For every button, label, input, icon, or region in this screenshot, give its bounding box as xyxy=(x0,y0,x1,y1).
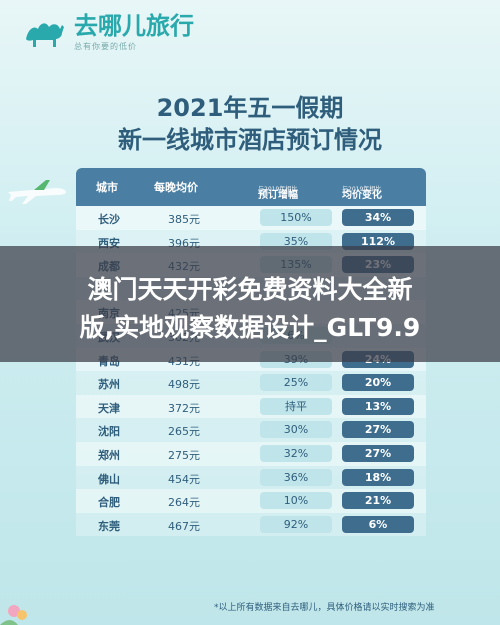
header-pricechange-sub: 与2019年相比 xyxy=(342,186,382,193)
row-price-change: 13% xyxy=(342,397,414,415)
header-price: 每晚均价 xyxy=(154,181,198,194)
row-city: 佛山 xyxy=(98,472,120,486)
row-city: 苏州 xyxy=(98,378,120,392)
row-city: 长沙 xyxy=(98,213,120,226)
brand-name: 去哪儿旅行 xyxy=(74,12,194,40)
table-row: 东莞 467元 92% 6% xyxy=(76,512,426,537)
row-city: 天津 xyxy=(98,401,120,415)
row-booking-growth: 92% xyxy=(260,515,332,533)
row-city: 沈阳 xyxy=(98,425,120,439)
row-price-change: 34% xyxy=(342,209,414,226)
row-price-change: 20% xyxy=(342,374,414,392)
airplane-icon xyxy=(8,180,66,204)
header-pricechange-main: 均价变化 xyxy=(342,190,382,201)
banner-line-1: 澳门天天开彩免费资料大全新 xyxy=(87,275,413,304)
data-footnote: *以上所有数据来自去哪儿，具体价格请以实时搜索为准 xyxy=(214,603,435,613)
table-row: 合肥 264元 10% 21% xyxy=(76,489,426,513)
row-price: 498元 xyxy=(168,378,200,392)
row-price: 265元 xyxy=(168,425,200,439)
row-booking-growth: 35% xyxy=(260,232,332,250)
brand-logo: 去哪儿旅行 总有你要的低价 xyxy=(22,14,194,52)
row-price: 385元 xyxy=(168,213,200,226)
row-booking-growth: 32% xyxy=(260,444,332,462)
overlay-banner: 澳门天天开彩免费资料大全新 版,实地观察数据设计_GLT9.9 xyxy=(0,246,500,362)
row-booking-growth: 持平 xyxy=(260,397,332,415)
table-row: 郑州 275元 32% 27% xyxy=(76,441,426,466)
row-price-change: 112% xyxy=(342,232,414,250)
row-price-change: 27% xyxy=(342,421,414,439)
flower-icon xyxy=(0,605,27,625)
row-booking-growth: 30% xyxy=(260,421,332,439)
camel-icon xyxy=(26,23,64,47)
row-price: 275元 xyxy=(168,448,200,462)
table-header: 城市 每晚均价 与2019年相比 预订增幅 与2019年相比 均价变化 xyxy=(76,168,426,206)
header-city: 城市 xyxy=(96,181,118,194)
row-price-change: 27% xyxy=(342,444,414,462)
table-row: 天津 372元 持平 13% xyxy=(76,394,426,419)
row-booking-growth: 36% xyxy=(260,468,332,486)
row-city: 东莞 xyxy=(98,519,120,533)
row-booking-growth: 25% xyxy=(260,374,332,392)
brand-slogan: 总有你要的低价 xyxy=(74,42,137,51)
row-price: 467元 xyxy=(168,519,200,533)
row-price: 264元 xyxy=(168,496,200,510)
row-price-change: 18% xyxy=(342,468,414,486)
row-booking-growth: 150% xyxy=(260,209,332,226)
table-row: 沈阳 265元 30% 27% xyxy=(76,418,426,442)
row-price: 372元 xyxy=(168,401,200,415)
row-city: 郑州 xyxy=(98,448,120,462)
table-row: 佛山 454元 36% 18% xyxy=(76,465,426,490)
table-row: 苏州 498元 25% 20% xyxy=(76,371,426,395)
table-row: 长沙 385元 150% 34% xyxy=(76,206,426,230)
header-booking-sub: 与2019年相比 xyxy=(258,186,298,193)
row-price: 454元 xyxy=(168,472,200,486)
page-title-year: 2021年五一假期 xyxy=(156,94,344,122)
row-booking-growth: 10% xyxy=(260,492,332,510)
row-price-change: 6% xyxy=(342,515,414,533)
row-city: 合肥 xyxy=(98,496,120,510)
banner-line-2: 版,实地观察数据设计_GLT9.9 xyxy=(79,313,421,342)
row-price-change: 21% xyxy=(342,492,414,510)
header-booking-main: 预订增幅 xyxy=(258,190,298,201)
page-title-subject: 新一线城市酒店预订情况 xyxy=(118,126,382,154)
